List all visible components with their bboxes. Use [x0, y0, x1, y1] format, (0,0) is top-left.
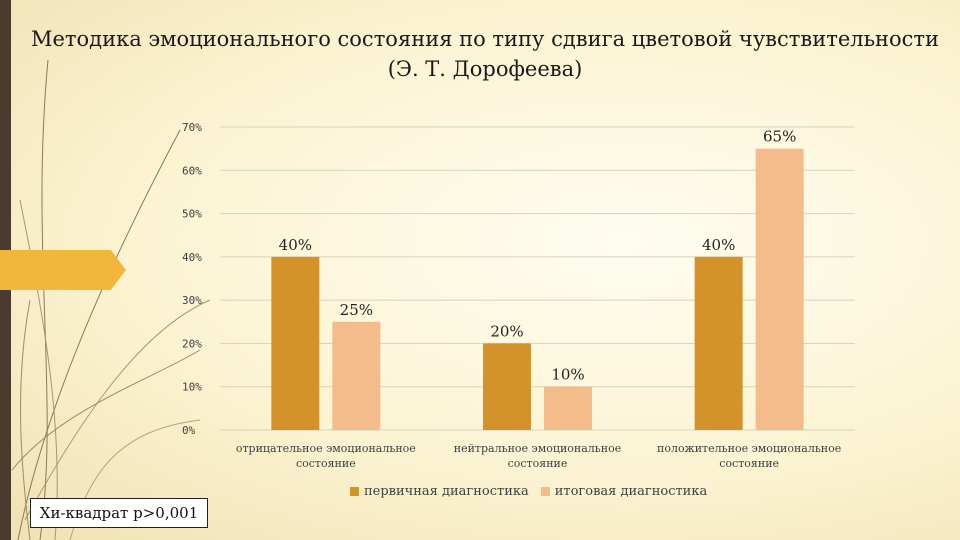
legend-swatch-primary [350, 487, 359, 496]
bar-value-label: 25% [340, 301, 373, 319]
bar [332, 321, 381, 430]
y-tick-label: 0% [182, 424, 196, 437]
y-tick-label: 30% [182, 294, 202, 307]
y-tick-label: 40% [182, 251, 202, 264]
legend-item-primary: первичная диагностика [350, 484, 529, 499]
legend-swatch-final [540, 487, 550, 496]
y-tick-label: 50% [182, 208, 202, 221]
y-tick-label: 20% [182, 337, 202, 350]
bar-value-label: 10% [551, 366, 584, 384]
bar-value-label: 40% [279, 236, 312, 254]
y-tick-label: 70% [182, 121, 202, 134]
chart-legend: первичная диагностика итоговая диагности… [350, 484, 719, 499]
x-category-label: нейтральное эмоциональное [454, 442, 622, 455]
legend-item-final: итоговая диагностика [540, 484, 708, 499]
x-category-label: состояние [719, 457, 779, 470]
bar-value-label: 40% [702, 236, 735, 254]
bar [755, 148, 804, 430]
bar-value-label: 65% [763, 128, 796, 146]
x-category-label: состояние [296, 457, 356, 470]
x-category-label: состояние [508, 457, 568, 470]
x-category-label: положительное эмоциональное [657, 442, 841, 455]
bar-value-label: 20% [490, 322, 523, 340]
legend-label-primary: первичная диагностика [364, 484, 529, 499]
chi-square-note: Хи-квадрат р>0,001 [30, 498, 208, 528]
arrow-accent-shape [0, 250, 126, 290]
bar [271, 256, 320, 430]
slide-title: Методика эмоционального состояния по тип… [30, 27, 940, 81]
legend-label-final: итоговая диагностика [554, 484, 708, 499]
y-tick-label: 10% [182, 381, 202, 394]
x-category-label: отрицательное эмоциональное [236, 442, 416, 455]
bar [694, 256, 743, 430]
y-tick-label: 60% [182, 164, 202, 177]
bar [483, 343, 531, 430]
bar [544, 386, 592, 430]
